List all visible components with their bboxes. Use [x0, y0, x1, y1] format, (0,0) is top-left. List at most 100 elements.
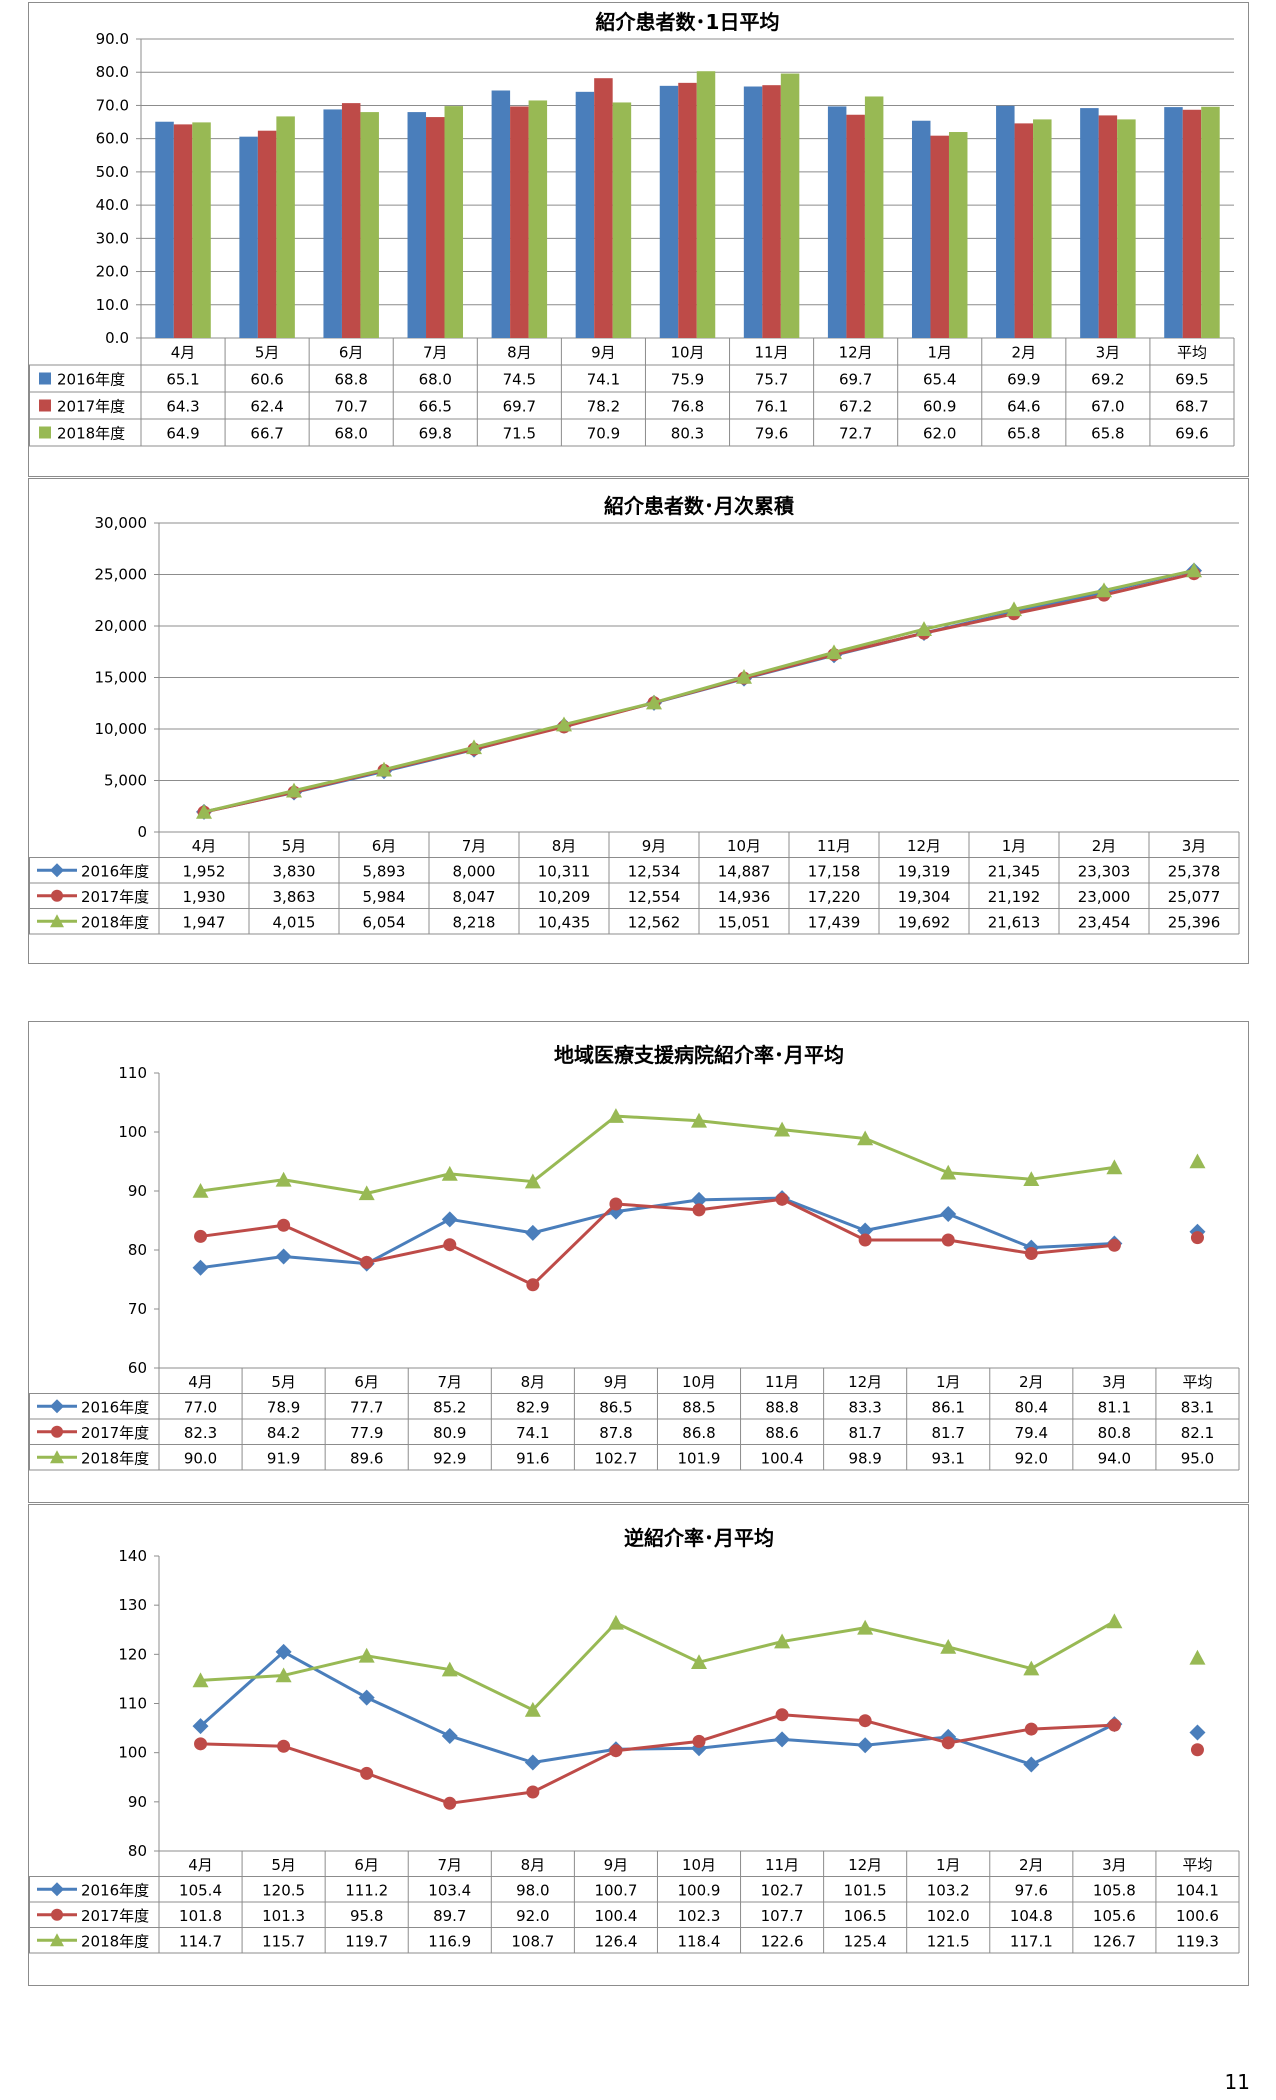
- series-2017年度: [194, 1192, 1204, 1292]
- bar: [528, 100, 548, 338]
- data-point-diamond: [857, 1222, 874, 1239]
- category-label: 10月: [682, 1856, 716, 1874]
- y-tick-label: 80: [128, 1842, 147, 1860]
- legend-label: 2016年度: [57, 371, 125, 389]
- daily-average-chart: 紹介患者数･1日平均 0.0 10.0 20.0 30.0 40.0 50.0 60.0 70.…: [29, 10, 1235, 447]
- bar: [173, 124, 193, 339]
- category-label: 3月: [1182, 837, 1207, 855]
- data-label: 79.6: [755, 425, 788, 443]
- data-label: 69.6: [1175, 425, 1208, 443]
- data-label: 69.7: [503, 398, 536, 416]
- category-label: 11月: [817, 837, 851, 855]
- data-point-diamond: [441, 1211, 458, 1228]
- category-label: 7月: [437, 1856, 462, 1874]
- data-label: 100.4: [594, 1907, 637, 1925]
- category-label: 10月: [727, 837, 761, 855]
- data-point-circle: [443, 1796, 457, 1810]
- data-label: 102.7: [761, 1881, 804, 1899]
- category-label: 2月: [1019, 1856, 1044, 1874]
- y-tick-label: 0: [137, 823, 147, 841]
- data-label: 100.9: [678, 1881, 721, 1899]
- data-label: 84.2: [267, 1424, 300, 1442]
- data-point-triangle: [607, 1614, 624, 1630]
- legend-swatch: [39, 372, 51, 385]
- data-label: 17,220: [808, 888, 861, 906]
- category-label: 12月: [839, 344, 873, 362]
- data-label: 103.4: [428, 1881, 471, 1899]
- data-label: 103.2: [927, 1881, 970, 1899]
- data-label: 14,936: [718, 888, 771, 906]
- data-point-circle: [692, 1734, 706, 1748]
- y-tick-label: 110: [118, 1695, 147, 1713]
- data-label: 25,378: [1168, 862, 1221, 880]
- data-label: 19,304: [898, 888, 951, 906]
- data-label: 92.0: [1015, 1449, 1048, 1467]
- data-point-circle: [277, 1739, 291, 1753]
- data-label: 111.2: [345, 1881, 388, 1899]
- data-label: 107.7: [761, 1907, 804, 1925]
- category-label: 11月: [765, 1856, 799, 1874]
- data-label: 21,613: [988, 913, 1041, 931]
- data-label: 69.5: [1175, 371, 1208, 389]
- data-label: 23,303: [1078, 862, 1131, 880]
- category-label: 2月: [1092, 837, 1117, 855]
- data-label: 65.4: [923, 371, 956, 389]
- data-label: 91.6: [516, 1449, 549, 1467]
- bar: [360, 112, 379, 338]
- series-line: [200, 1197, 1115, 1287]
- data-label: 74.5: [503, 371, 536, 389]
- bar: [594, 78, 613, 339]
- data-label: 65.1: [166, 371, 199, 389]
- data-point-triangle: [275, 1667, 292, 1683]
- y-tick-label: 25,000: [95, 566, 148, 584]
- data-label: 119.3: [1176, 1932, 1219, 1950]
- data-point-triangle: [1186, 562, 1202, 578]
- data-label: 79.4: [1015, 1424, 1048, 1442]
- category-label: 9月: [591, 344, 616, 362]
- data-point-circle: [51, 1908, 63, 1921]
- data-point-triangle: [916, 621, 932, 636]
- data-point-circle: [1107, 1238, 1121, 1252]
- category-label: 4月: [188, 1856, 213, 1874]
- data-point-diamond: [358, 1689, 375, 1706]
- category-label: 6月: [339, 344, 364, 362]
- data-label: 92.0: [516, 1907, 549, 1925]
- data-point-triangle: [826, 644, 842, 660]
- data-label: 68.7: [1175, 398, 1208, 416]
- data-label: 69.8: [419, 425, 452, 443]
- series-line: [200, 1713, 1115, 1805]
- data-label: 25,396: [1168, 913, 1221, 931]
- y-tick-label: 140: [118, 1547, 147, 1565]
- data-label: 101.8: [179, 1907, 222, 1925]
- data-label: 77.7: [350, 1398, 383, 1416]
- data-label: 75.9: [671, 371, 704, 389]
- y-tick-label: 30,000: [95, 514, 148, 532]
- series-2018年度: [192, 1108, 1206, 1201]
- data-point-diamond: [192, 1259, 209, 1276]
- bar: [1164, 107, 1183, 338]
- data-point-circle: [51, 1425, 63, 1438]
- data-label: 8,218: [453, 913, 496, 931]
- data-point-triangle: [524, 1701, 541, 1717]
- bar: [996, 105, 1015, 338]
- bar: [659, 85, 679, 339]
- data-point-circle: [360, 1255, 374, 1269]
- data-point-circle: [277, 1218, 291, 1232]
- category-label: 8月: [521, 1856, 546, 1874]
- data-point-triangle: [691, 1654, 707, 1669]
- data-point-triangle: [275, 1171, 292, 1187]
- data-label: 125.4: [844, 1932, 887, 1950]
- data-label: 114.7: [179, 1932, 222, 1950]
- legend-entry: 2018年度: [39, 425, 125, 443]
- data-label: 67.0: [1091, 398, 1124, 416]
- data-point-circle: [1190, 1743, 1204, 1757]
- category-label: 6月: [354, 1373, 379, 1391]
- data-label: 105.6: [1093, 1907, 1136, 1925]
- bar: [239, 136, 258, 338]
- data-point-triangle: [50, 1933, 64, 1947]
- data-label: 19,692: [898, 913, 951, 931]
- y-tick-label: 20,000: [95, 617, 148, 635]
- page-number: 11: [1224, 2070, 1250, 2094]
- data-label: 65.8: [1007, 425, 1040, 443]
- category-label: 6月: [372, 837, 397, 855]
